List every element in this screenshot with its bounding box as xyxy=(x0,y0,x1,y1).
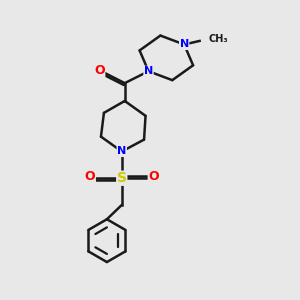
Text: O: O xyxy=(85,170,95,183)
Text: O: O xyxy=(148,170,159,183)
Text: CH₃: CH₃ xyxy=(208,34,228,44)
Text: N: N xyxy=(144,66,153,76)
Text: N: N xyxy=(180,40,189,50)
Text: O: O xyxy=(94,64,105,77)
Text: N: N xyxy=(117,146,126,157)
Text: S: S xyxy=(117,171,127,185)
